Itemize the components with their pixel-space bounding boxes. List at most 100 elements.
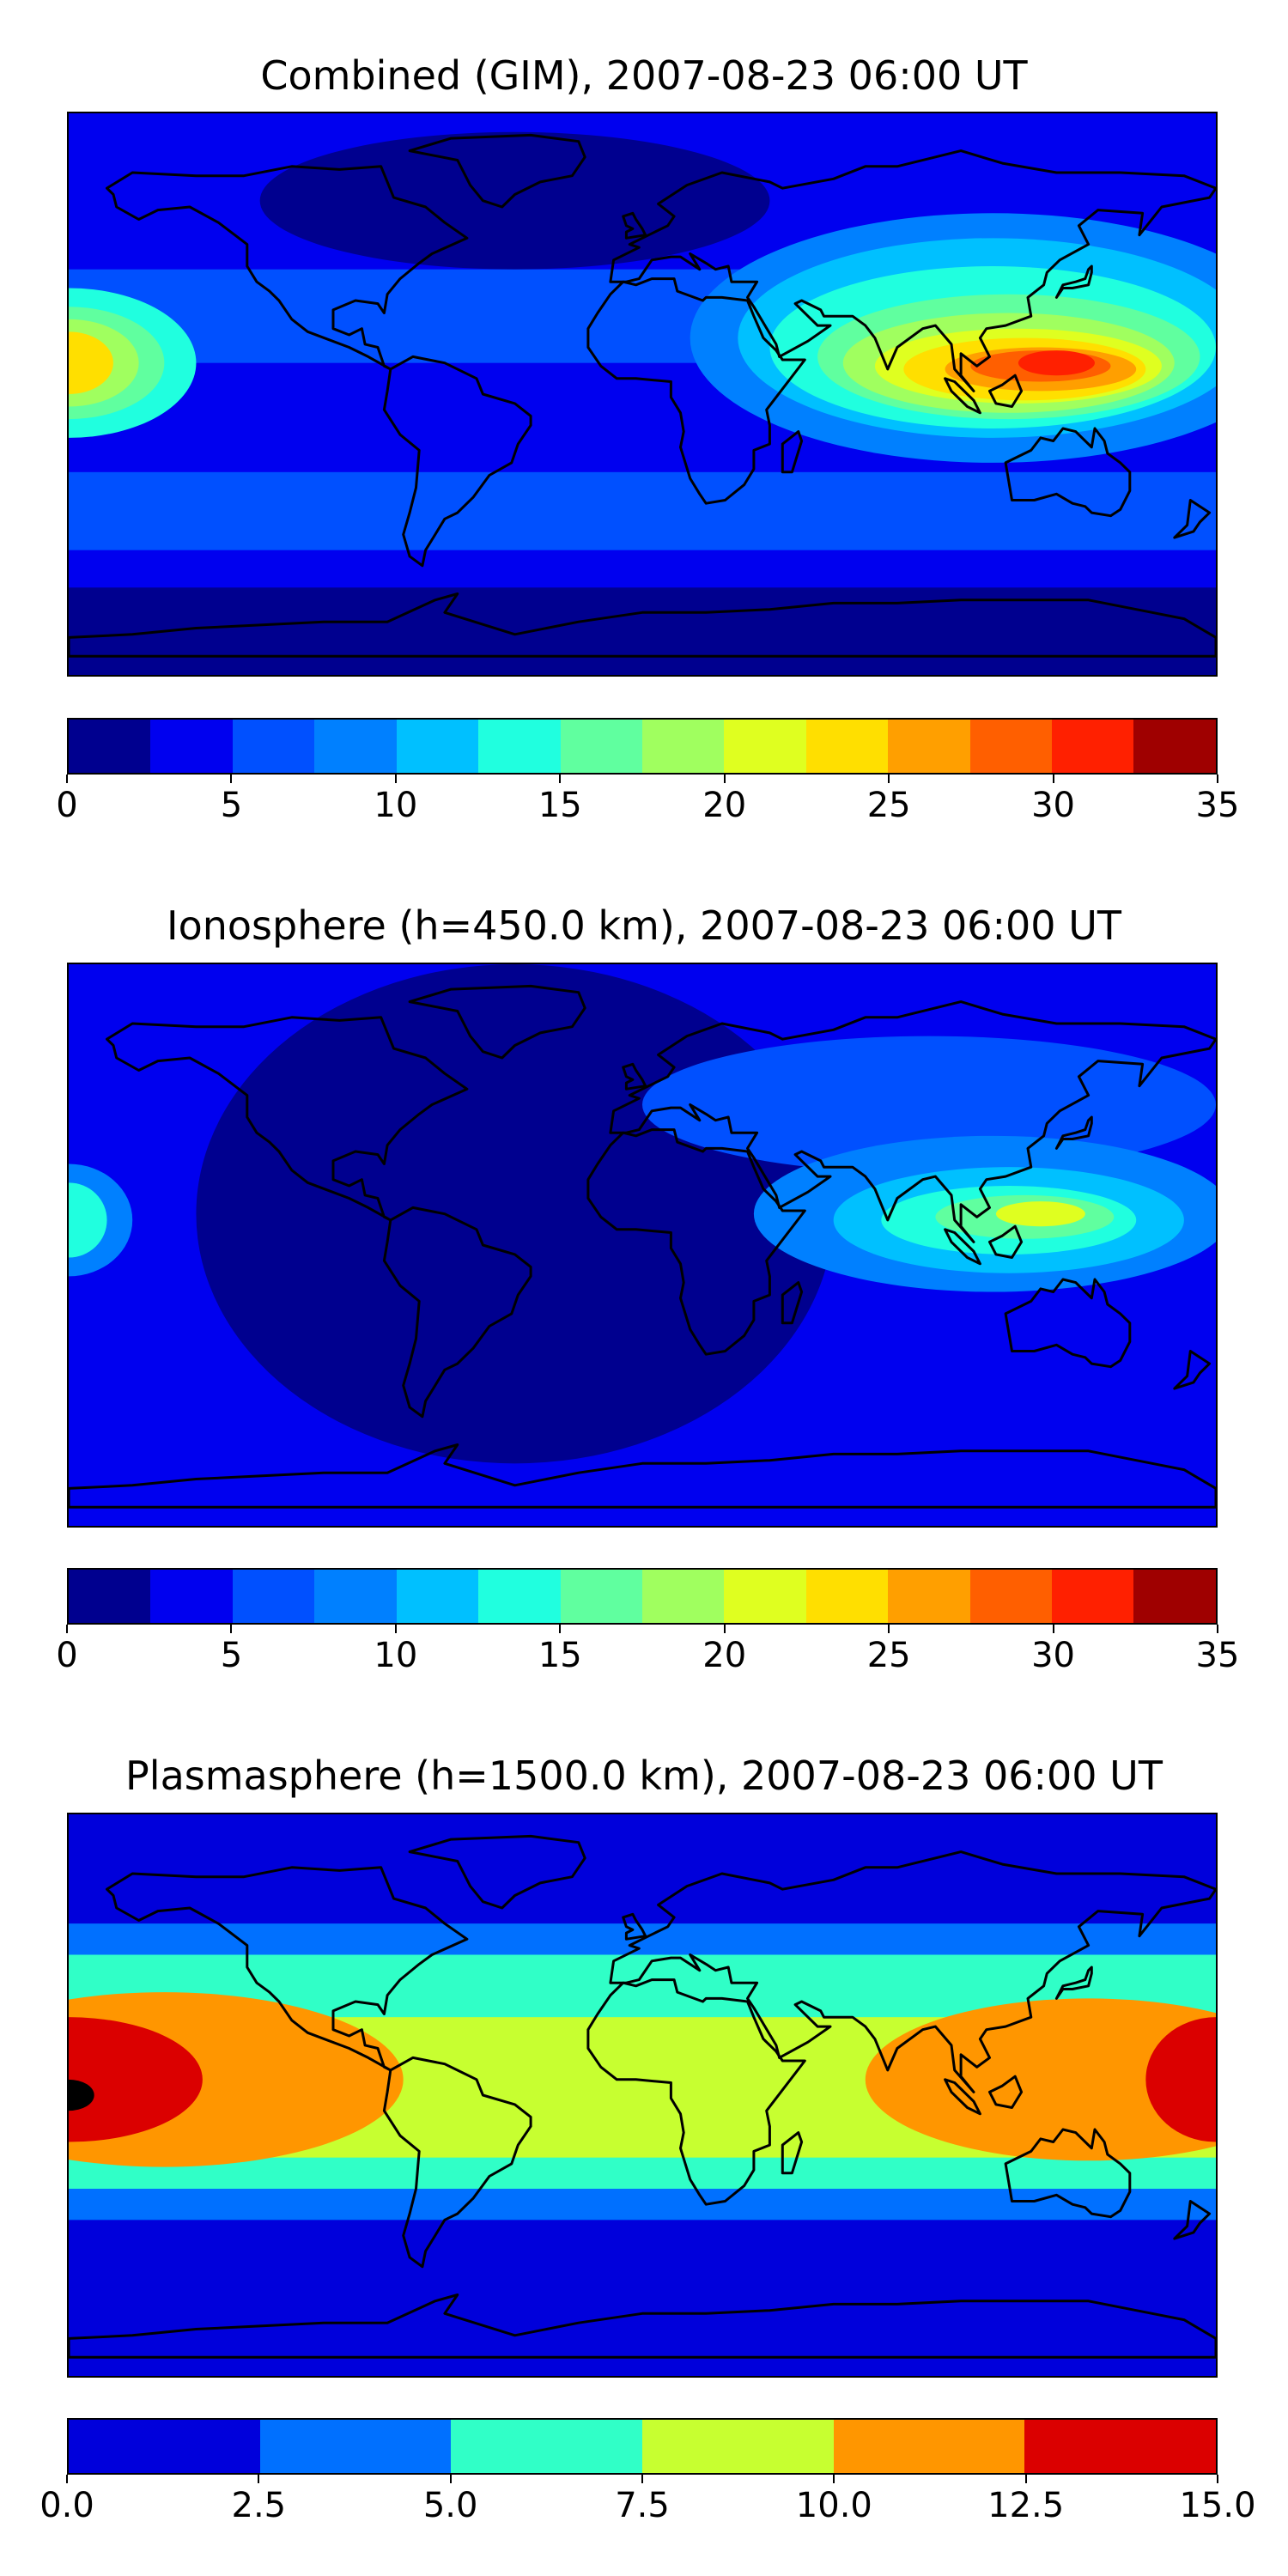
coastline-sumatra (944, 377, 981, 415)
coastline-borneo (988, 374, 1024, 408)
colorbar-segment (888, 720, 970, 773)
colorbar-tick-label: 10 (374, 786, 418, 825)
colorbar-segment (396, 720, 479, 773)
colorbar-segment (1052, 1570, 1134, 1623)
coastline-south-america (382, 355, 532, 568)
colorbar-segment (724, 1570, 806, 1623)
colorbar-tick (559, 775, 562, 783)
colorbar-tick-label: 35 (1195, 1636, 1240, 1675)
colorbar-segment (641, 1570, 725, 1623)
colorbar-tick (1217, 775, 1218, 783)
colorbar-segment (641, 720, 725, 773)
colorbar-segment (805, 720, 889, 773)
colorbar-ticks-combined: 0 5 10 15 20 25 30 35 (56, 775, 1239, 835)
colorbar-tick (723, 775, 726, 783)
colorbar-plasmasphere (67, 2418, 1218, 2475)
colorbar-tick-label: 30 (1031, 1636, 1076, 1675)
colorbar-tick (230, 775, 233, 783)
colorbar-segment (314, 1570, 397, 1623)
colorbar-tick (66, 1625, 68, 1633)
colorbar-tick-label: 5 (220, 1636, 243, 1675)
colorbar-segment (150, 1570, 233, 1623)
coastline-australia (1004, 2128, 1132, 2219)
coastline-south-america (382, 2056, 532, 2269)
coastline-greenland (408, 133, 586, 209)
contour-region (1018, 350, 1095, 376)
coastline-greenland (408, 984, 586, 1060)
contour-region (259, 131, 770, 270)
colorbar-tick (66, 775, 68, 783)
coastline-madagascar (781, 2131, 804, 2175)
colorbar-tick-label: 12.5 (987, 2486, 1065, 2525)
colorbar-segment (69, 2420, 260, 2473)
map-combined (67, 112, 1218, 677)
colorbar-tick (1217, 2475, 1218, 2483)
coastline-africa (586, 1978, 806, 2206)
colorbar-segment (724, 720, 806, 773)
contour-band (69, 471, 1216, 550)
colorbar-combined (67, 718, 1218, 775)
map-ionosphere (67, 963, 1218, 1528)
colorbar-tick (1024, 2475, 1027, 2483)
colorbar-ionosphere (67, 1568, 1218, 1625)
coastline-madagascar (781, 1281, 804, 1325)
coastline-japan (1054, 1965, 1093, 2000)
coastline-north-america (106, 1866, 469, 2072)
colorbar-segment (232, 720, 315, 773)
colorbar-segment (396, 1570, 479, 1623)
coastline-antarctica (69, 2293, 1216, 2359)
contour-region (69, 331, 113, 394)
contour-region (69, 2017, 203, 2142)
colorbar-tick-label: 15 (538, 1636, 582, 1675)
coastline-japan (1054, 1115, 1093, 1150)
colorbar-tick-label: 30 (1031, 786, 1076, 825)
coastline-africa (586, 277, 806, 505)
coastline-eurasia (609, 1850, 1216, 2093)
colorbar-segment (69, 1570, 151, 1623)
contour-region (196, 964, 834, 1464)
colorbar-segment (478, 720, 561, 773)
colorbar-tick (641, 2475, 643, 2483)
colorbar-segment (314, 720, 397, 773)
colorbar-tick-label: 0 (56, 1636, 78, 1675)
coastline-borneo (988, 2075, 1024, 2109)
colorbar-tick-label: 7.5 (615, 2486, 670, 2525)
colorbar-tick-label: 10 (374, 1636, 418, 1675)
colorbar-segment (69, 720, 151, 773)
colorbar-tick-label: 20 (702, 786, 747, 825)
colorbar-tick-label: 0 (56, 786, 78, 825)
coastline-north-america (106, 165, 469, 371)
coastline-borneo (988, 1224, 1024, 1259)
colorbar-segment (642, 2420, 834, 2473)
coastline-madagascar (781, 430, 804, 474)
colorbar-tick-label: 25 (866, 786, 911, 825)
coastline-uk (622, 1912, 647, 1941)
coastline-eurasia (609, 149, 1216, 392)
coastline-sumatra (944, 1228, 981, 1266)
colorbar-tick-label: 35 (1195, 786, 1240, 825)
map-plasmasphere (67, 1813, 1218, 2378)
colorbar-segment (805, 1570, 889, 1623)
colorbar-ticks-ionosphere: 0 5 10 15 20 25 30 35 (56, 1625, 1239, 1685)
colorbar-tick (723, 1625, 726, 1633)
coastline-uk (622, 211, 647, 240)
contour-region (69, 2079, 94, 2111)
colorbar-segment (478, 1570, 561, 1623)
coastline-north-america (106, 1016, 469, 1222)
colorbar-tick (888, 1625, 890, 1633)
contour-region (1145, 2017, 1216, 2142)
colorbar-tick (230, 1625, 233, 1633)
colorbar-segment (888, 1570, 970, 1623)
colorbar-tick (1217, 1625, 1218, 1633)
coastline-new-zealand (1173, 2200, 1212, 2240)
colorbar-tick-label: 25 (866, 1636, 911, 1675)
colorbar-segment (451, 2420, 643, 2473)
colorbar-segment (1024, 2420, 1217, 2473)
colorbar-segment (1133, 720, 1216, 773)
colorbar-tick-label: 10.0 (795, 2486, 872, 2525)
coastlines (69, 984, 1216, 1509)
colorbar-tick-label: 5.0 (422, 2486, 478, 2525)
colorbar-segment (232, 1570, 315, 1623)
colorbar-tick-label: 15 (538, 786, 582, 825)
coastline-antarctica (69, 592, 1216, 658)
